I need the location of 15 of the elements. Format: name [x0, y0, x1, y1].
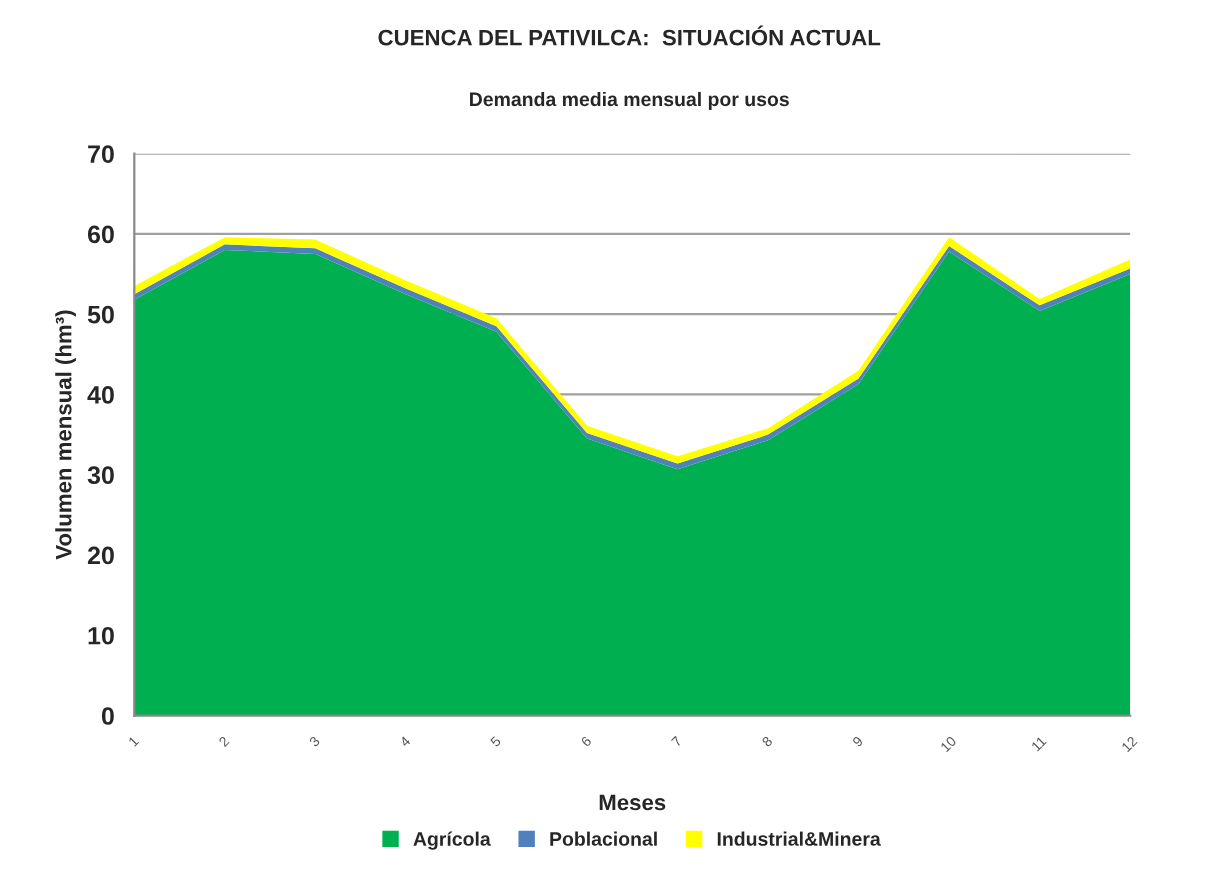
legend-label: Poblacional: [550, 831, 657, 846]
y-axis-title: Volumen mensual (hm³): [55, 310, 76, 560]
y-tick-label: 50: [87, 305, 114, 324]
legend-label: Agrícola: [413, 831, 491, 850]
y-tick-label: 40: [87, 386, 114, 404]
legend-label: Industrial&Minera: [717, 831, 881, 846]
y-tick-label: 70: [88, 145, 114, 163]
y-tick-label: 0: [101, 707, 114, 725]
chart-title: CUENCA DEL PATIVILCA: SITUACIÓN ACTUAL: [378, 25, 881, 46]
y-tick-label: 30: [87, 466, 114, 485]
y-tick-label: 60: [87, 225, 114, 244]
x-axis-title: Meses: [599, 794, 666, 811]
chart-subtitle: Demanda media mensual por usos: [470, 91, 789, 111]
y-tick-label: 10: [88, 626, 114, 645]
y-tick-label: 20: [87, 546, 114, 565]
